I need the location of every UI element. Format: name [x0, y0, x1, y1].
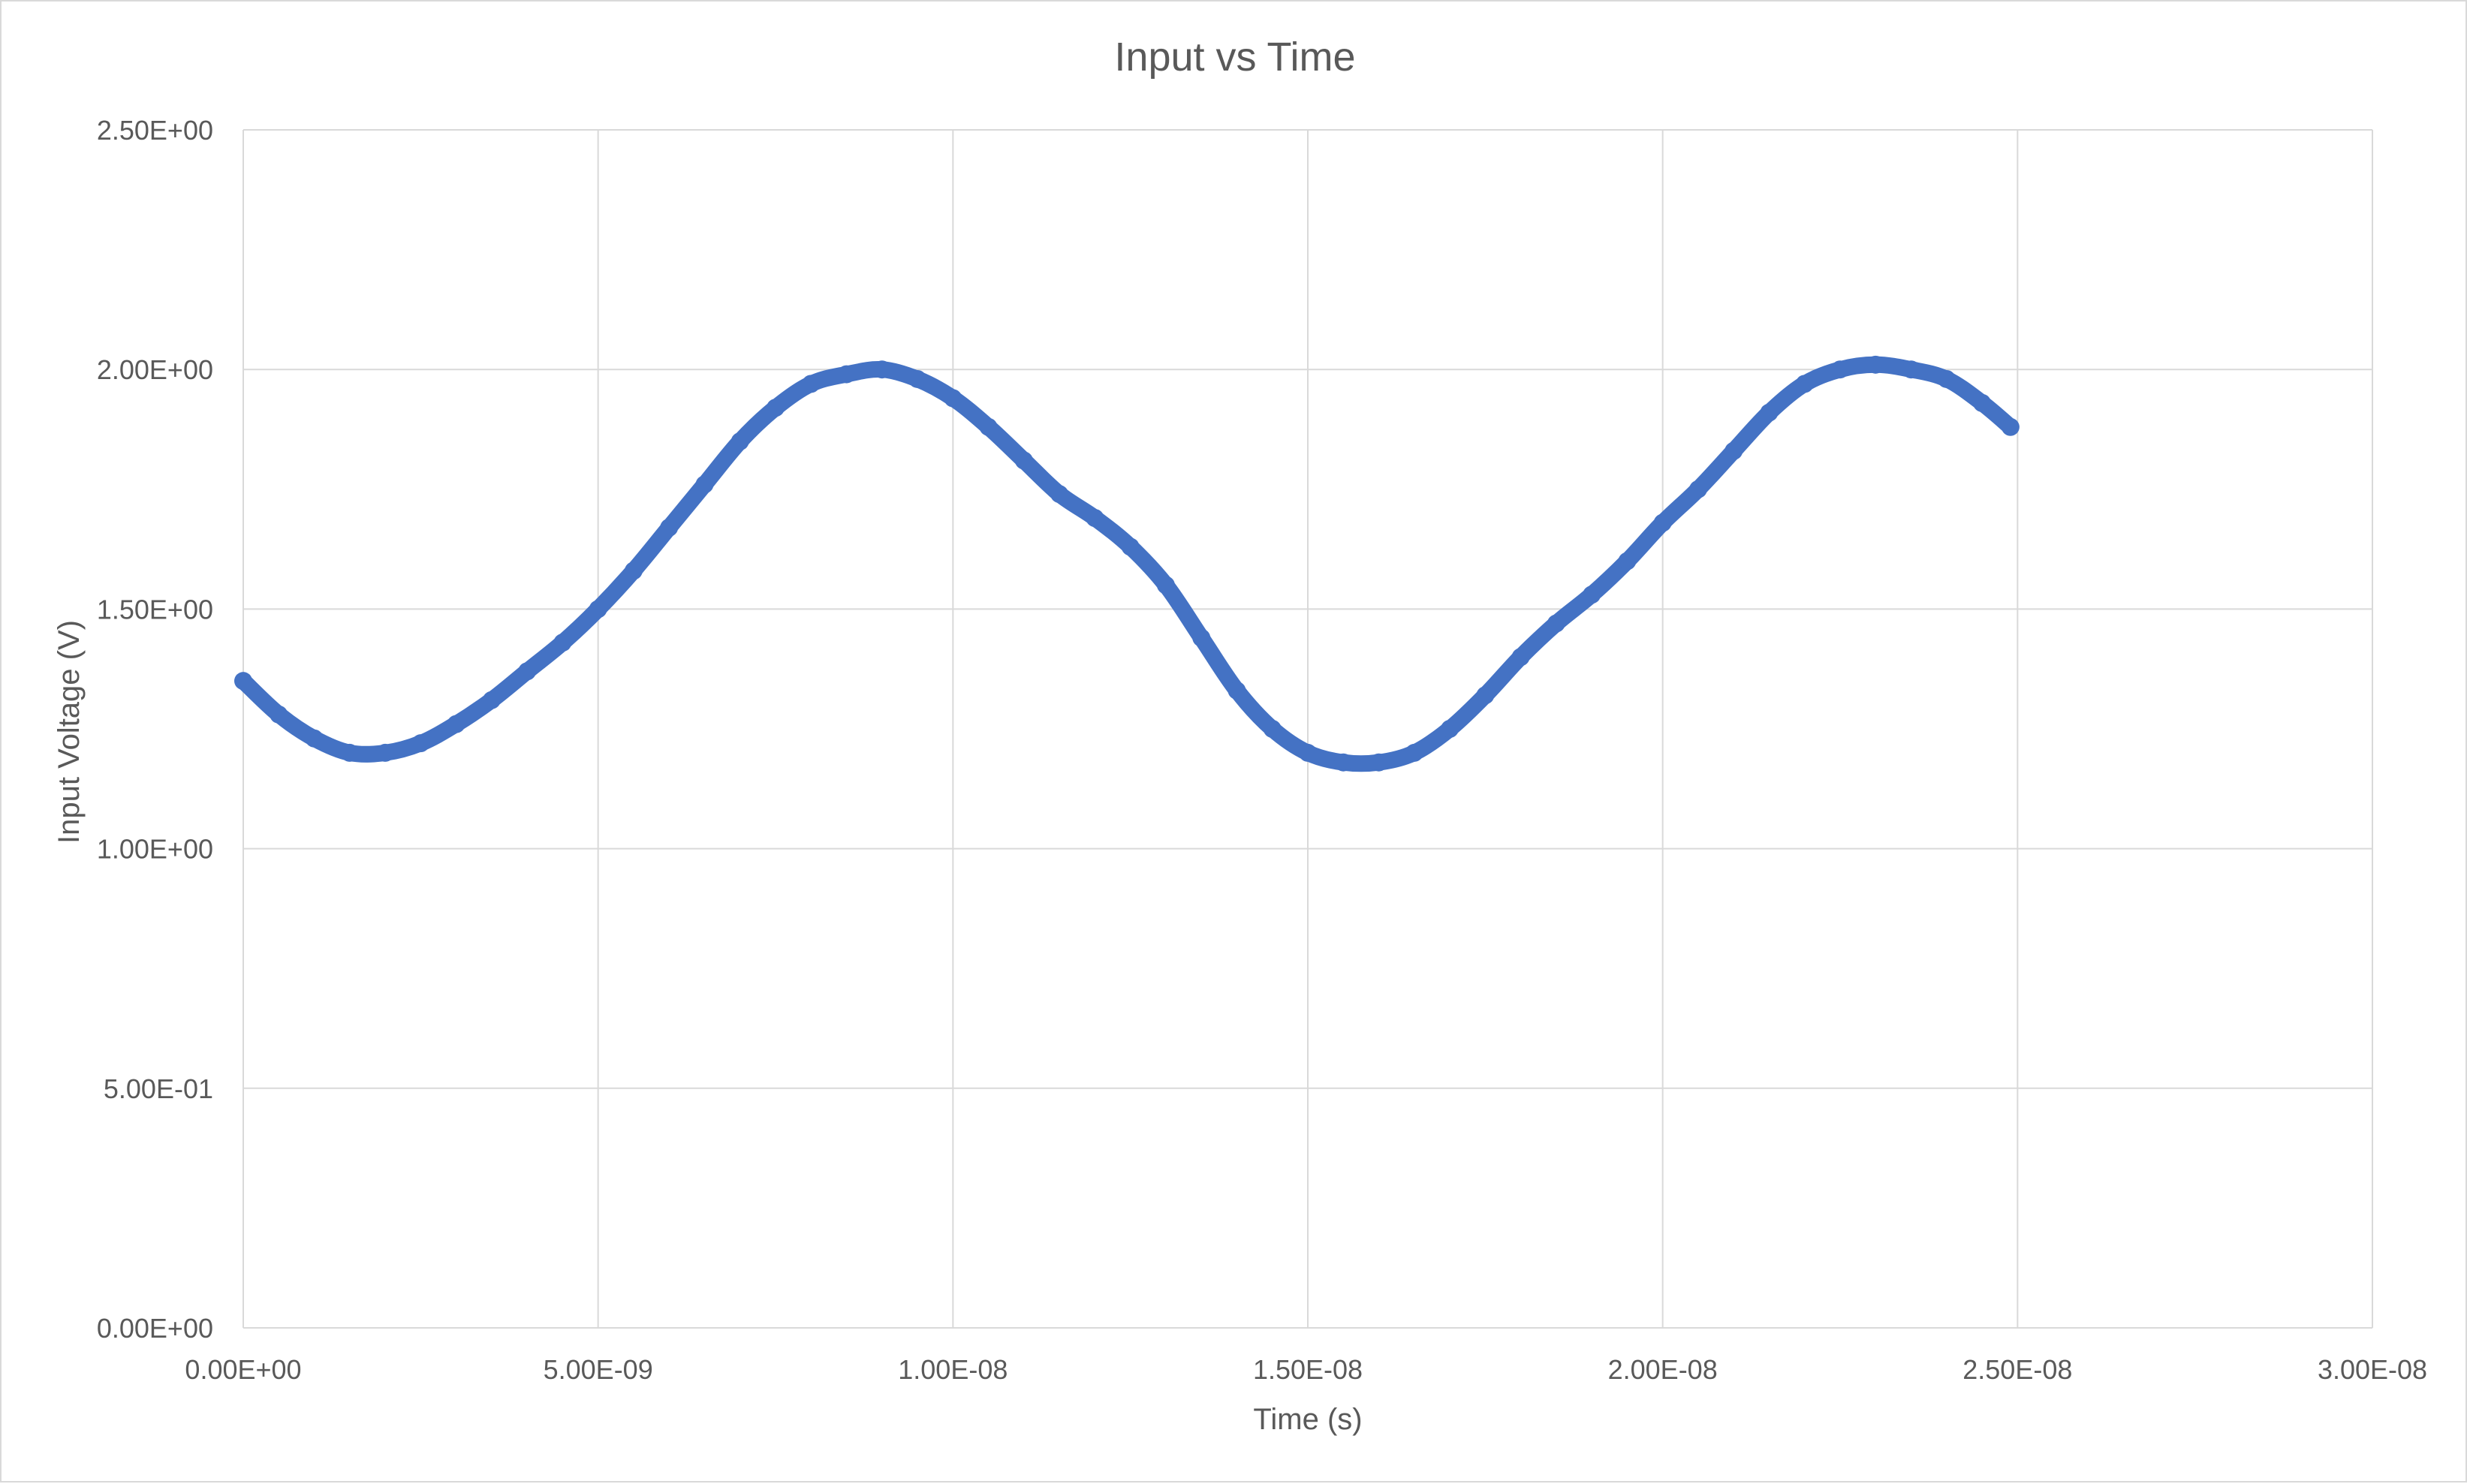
data-point: [1192, 628, 1211, 647]
data-point: [1760, 403, 1779, 422]
data-point: [270, 705, 288, 724]
data-point: [1263, 720, 1282, 738]
x-tick-label: 3.00E-08: [2318, 1354, 2427, 1385]
data-point: [660, 518, 679, 537]
x-tick-label: 1.00E-08: [898, 1354, 1008, 1385]
data-point: [1227, 681, 1246, 700]
x-tick-label: 5.00E-09: [544, 1354, 653, 1385]
data-point: [1724, 441, 1743, 460]
x-tick-label: 1.50E-08: [1253, 1354, 1363, 1385]
data-point: [837, 365, 856, 384]
data-point: [553, 634, 572, 652]
data-point: [1618, 552, 1637, 570]
data-point: [944, 389, 962, 408]
x-axis-ticks: 0.00E+00 5.00E-09 1.00E-08 1.50E-08 2.00E-08…: [185, 1354, 2427, 1385]
data-point: [802, 375, 821, 393]
data-point: [979, 417, 998, 436]
data-point: [1014, 451, 1033, 470]
y-axis-ticks: 0.00E+00 5.00E-01 1.00E+00 1.50E+00 2.00E+00…: [97, 115, 213, 1344]
data-point: [1795, 375, 1814, 393]
y-tick-label: 0.00E+00: [97, 1313, 213, 1344]
data-point: [482, 691, 501, 709]
data-point: [376, 743, 395, 762]
data-point: [730, 432, 749, 450]
data-point: [589, 600, 607, 619]
data-point: [1511, 648, 1530, 667]
data-point: [1156, 576, 1175, 595]
data-point: [1902, 360, 1920, 379]
data-point: [340, 743, 359, 762]
data-point: [1547, 614, 1565, 633]
x-axis-title: Time (s): [1253, 1403, 1362, 1436]
y-tick-label: 2.00E+00: [97, 354, 213, 385]
x-tick-label: 2.50E-08: [1962, 1354, 2072, 1385]
data-point: [518, 662, 537, 681]
y-tick-label: 5.00E-01: [104, 1073, 213, 1104]
series-line: [235, 356, 2019, 772]
data-point: [1299, 743, 1317, 762]
data-point: [624, 561, 643, 580]
data-point: [1866, 355, 1885, 374]
data-point: [234, 672, 252, 691]
data-point: [695, 475, 714, 494]
data-point: [305, 729, 324, 748]
data-point: [411, 734, 430, 753]
x-tick-label: 0.00E+00: [185, 1354, 301, 1385]
data-point: [1086, 509, 1104, 528]
data-point: [447, 715, 465, 733]
data-point: [2001, 417, 2020, 436]
data-point: [872, 360, 891, 379]
series-layer: [234, 355, 2020, 772]
data-point: [1369, 753, 1388, 772]
data-point: [1688, 480, 1707, 498]
data-point: [1653, 513, 1672, 532]
data-point: [1973, 393, 1992, 412]
data-point: [1121, 537, 1140, 556]
y-tick-label: 2.50E+00: [97, 115, 213, 146]
chart-title: Input vs Time: [1114, 35, 1355, 80]
data-point: [767, 399, 785, 417]
y-tick-label: 1.50E+00: [97, 594, 213, 625]
y-axis-title: Input Voltage (V): [53, 620, 86, 844]
x-tick-label: 2.00E-08: [1608, 1354, 1718, 1385]
data-point: [1476, 686, 1495, 705]
grid: [242, 129, 2373, 1329]
data-point: [1334, 753, 1353, 772]
data-point: [1583, 585, 1601, 604]
data-point: [1405, 743, 1423, 762]
data-point: [1937, 369, 1956, 388]
data-point: [1050, 485, 1069, 504]
y-tick-label: 1.00E+00: [97, 834, 213, 865]
data-point: [908, 369, 927, 388]
data-point: [1831, 360, 1849, 379]
data-point: [1441, 720, 1459, 738]
